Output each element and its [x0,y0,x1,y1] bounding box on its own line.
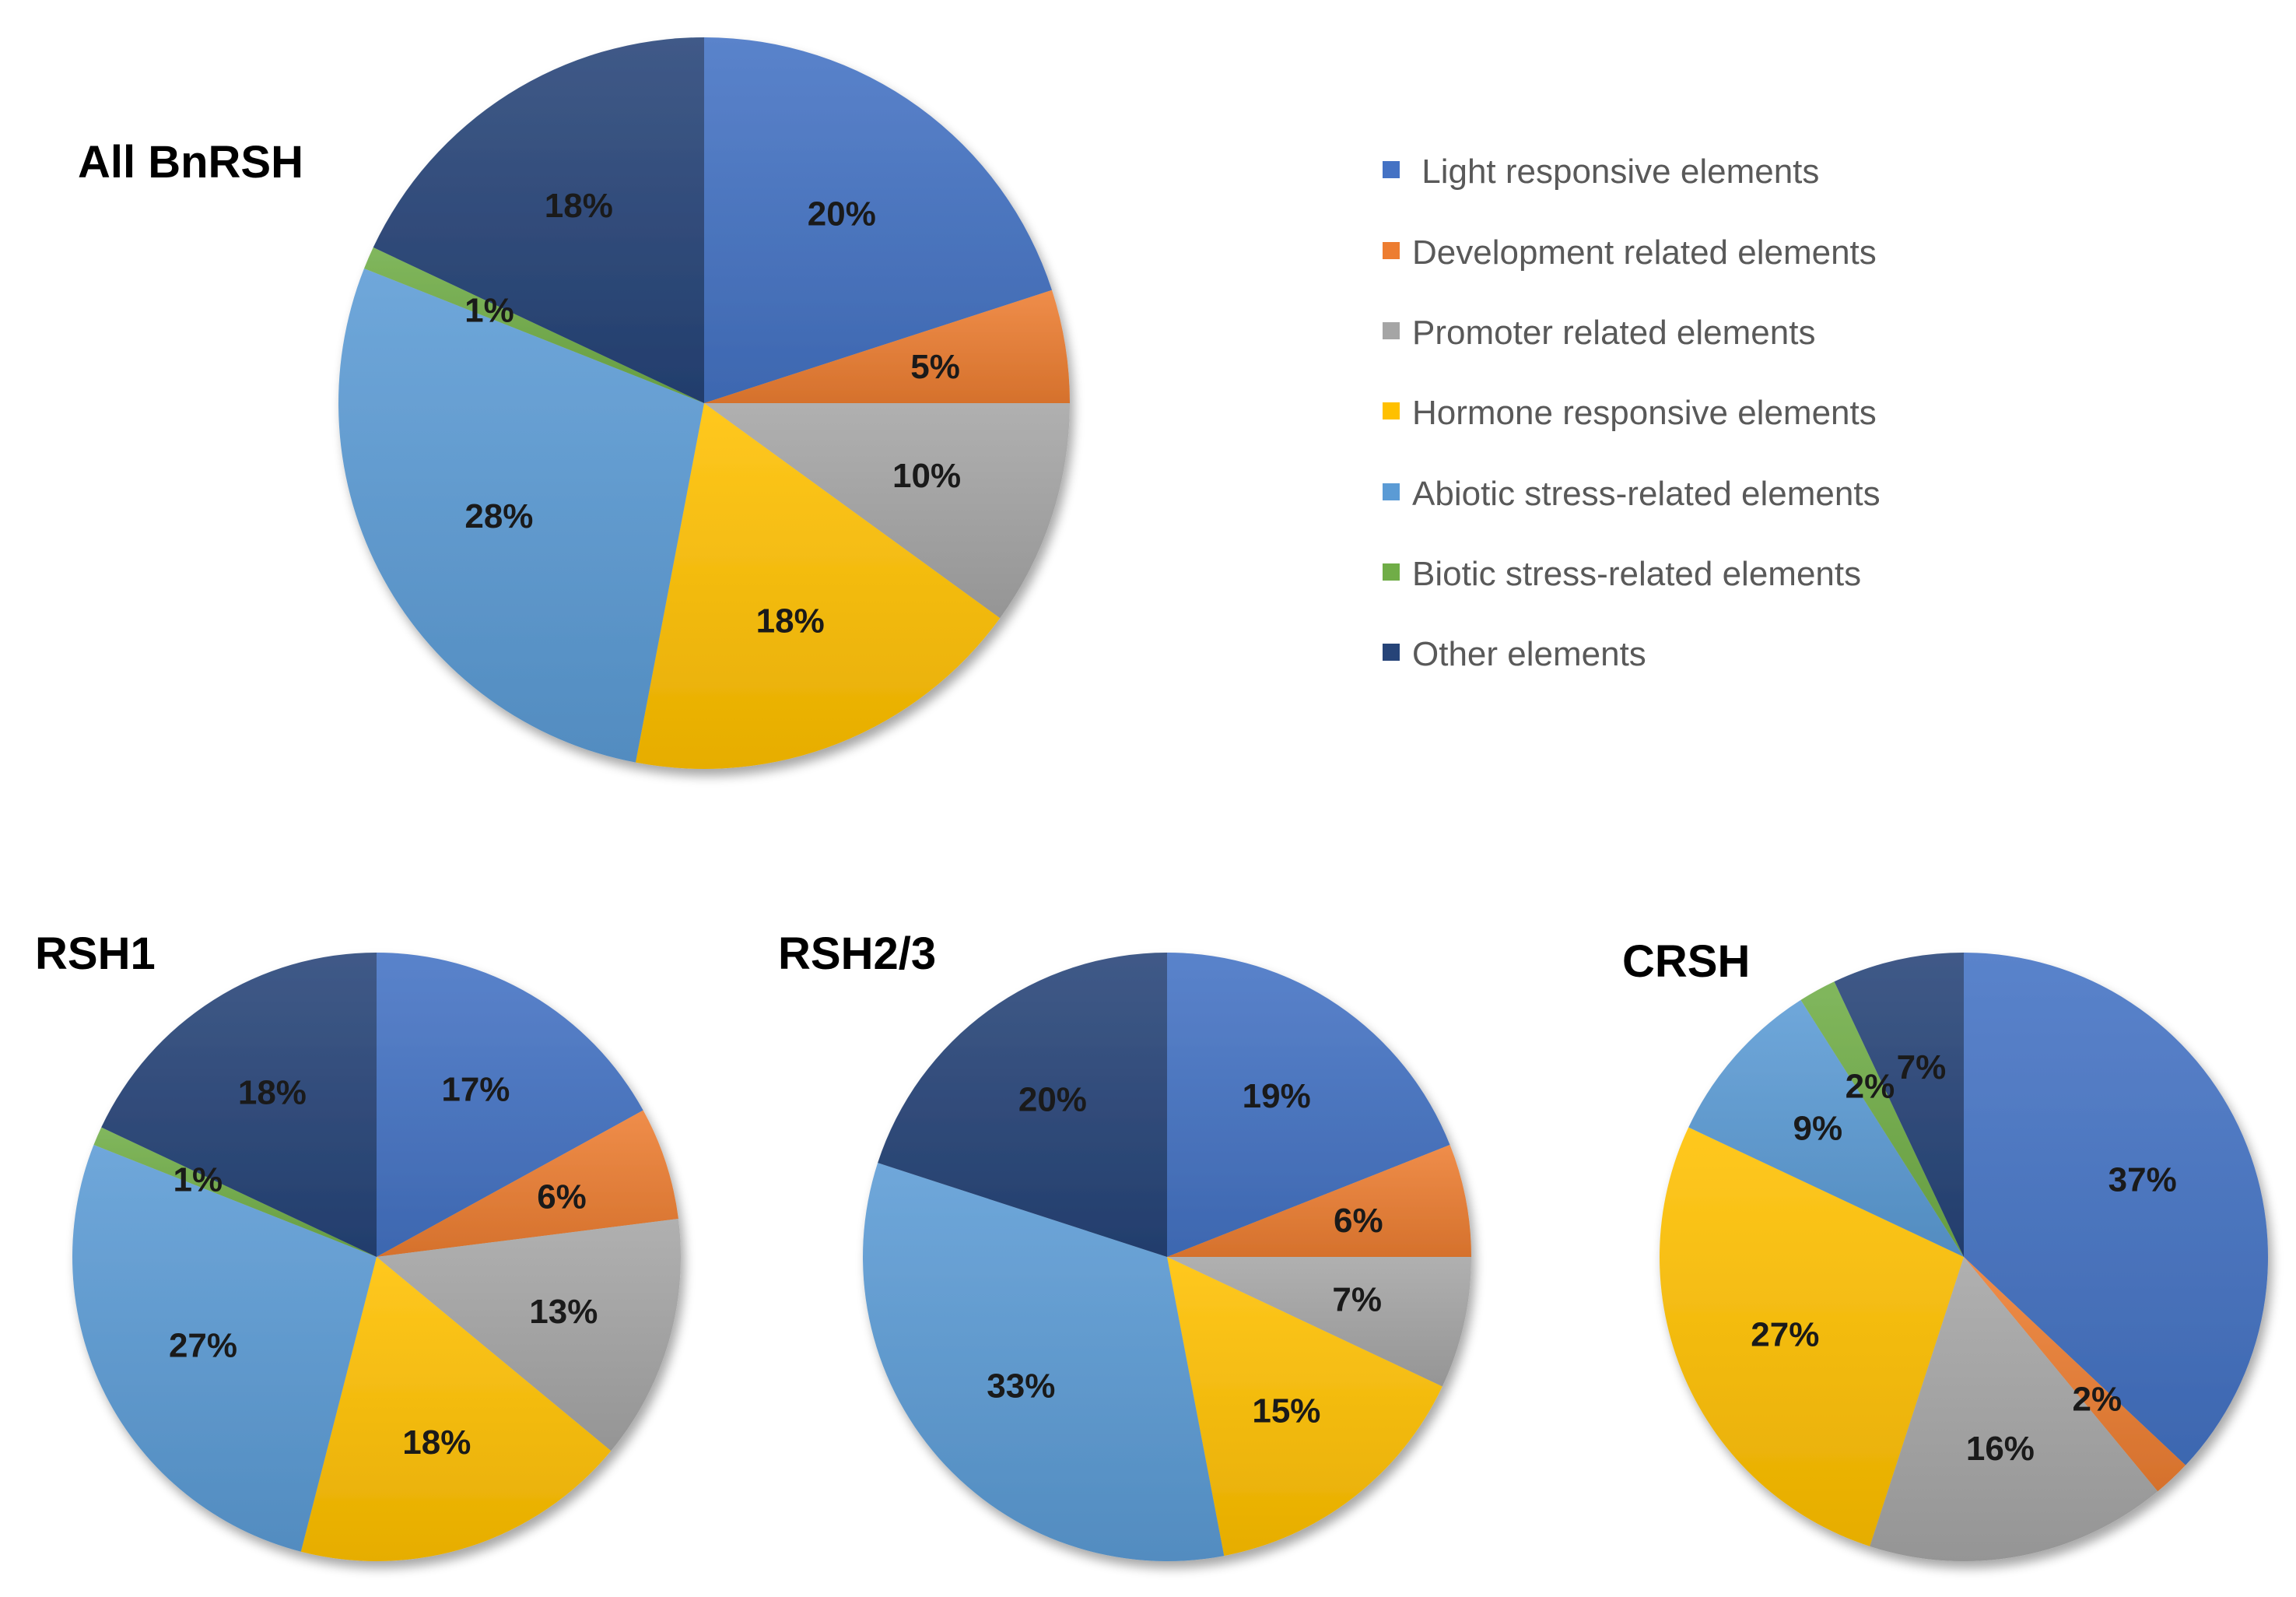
legend-swatch-light [1383,161,1400,178]
slice-abiotic [338,268,704,763]
slice-label-biotic: 2% [1846,1068,1895,1106]
legend-label-hormone: Hormone responsive elements [1412,394,1877,432]
slice-label-abiotic: 9% [1793,1110,1843,1148]
slice-other [878,952,1167,1257]
slice-promoter [377,1218,682,1451]
legend-label-biotic: Biotic stress-related elements [1412,555,1861,593]
chart-title-rsh2-3: RSH2/3 [778,928,936,979]
slice-abiotic [863,1163,1225,1561]
legend-label-promoter: Promoter related elements [1412,314,1815,352]
chart-title-rsh1: RSH1 [35,928,156,979]
legend-swatch-abiotic [1383,483,1400,500]
slice-label-hormone: 18% [756,602,825,641]
slice-label-development: 6% [1334,1202,1383,1240]
slice-label-promoter: 13% [529,1293,598,1331]
slice-label-light: 19% [1243,1077,1311,1115]
slice-label-abiotic: 33% [987,1367,1055,1406]
legend-swatch-development [1383,242,1400,259]
slice-biotic [1800,981,1964,1257]
slice-labels: 37%2%16%27%9%2%7% [1751,1048,2176,1468]
slice-label-hormone: 15% [1252,1392,1320,1430]
slice-label-development: 6% [537,1178,587,1216]
slice-label-promoter: 7% [1332,1281,1382,1319]
slice-hormone [300,1257,612,1562]
slice-label-other: 20% [1018,1081,1087,1119]
legend-label-other: Other elements [1412,635,1646,673]
slice-labels: 17% 6% 13% 18% 27% 1% 18% [169,1071,598,1462]
legend-swatch-other [1383,644,1400,661]
slice-light [704,37,1052,403]
legend: Light responsive elements Development re… [1383,153,1881,673]
slice-label-promoter: 16% [1966,1430,2035,1468]
slice-label-promoter: 10% [892,457,961,495]
pie-all-bnrsh [338,37,1070,770]
legend-swatch-promoter [1383,322,1400,339]
slice-development [1167,1145,1471,1257]
slice-label-other: 18% [545,187,613,225]
slice-label-other: 18% [238,1074,307,1112]
slice-hormone [1659,1127,1964,1546]
slice-label-abiotic: 28% [464,497,533,535]
slice-promoter [1870,1257,2158,1561]
chart-title-all-bnrsh: All BnRSH [78,137,303,188]
slice-hormone [635,403,1001,770]
slice-development [1964,1257,2186,1492]
slice-development [704,290,1070,403]
legend-label-development: Development related elements [1412,233,1877,272]
slice-promoter [1167,1257,1471,1387]
slice-label-biotic: 1% [174,1161,223,1199]
slice-label-hormone: 27% [1751,1315,1819,1353]
slice-other [101,953,377,1257]
slice-labels: 20% 5% 10% 18% 28% 1% 18% [464,187,961,641]
slice-abiotic [72,1145,377,1552]
slice-label-hormone: 18% [402,1423,471,1462]
pie-rsh1 [72,953,682,1562]
slice-label-light: 20% [808,195,876,233]
slice-label-light: 37% [2108,1161,2177,1199]
slice-biotic [364,247,704,403]
slice-other [1834,953,1964,1257]
slice-label-development: 2% [2073,1380,2122,1418]
slice-light [377,953,643,1257]
slice-label-development: 5% [910,348,960,386]
slice-biotic [93,1127,377,1257]
slice-label-light: 17% [441,1071,510,1109]
pie-crsh [1659,953,2269,1561]
slice-other [373,37,704,403]
slice-labels: 19% 6% 7% 15% 33% 20% [987,1077,1383,1430]
legend-label-light: Light responsive elements [1412,153,1819,191]
slice-abiotic [1688,999,1964,1257]
slice-label-other: 7% [1897,1048,1947,1086]
slice-promoter [704,403,1070,619]
legend-label-abiotic: Abiotic stress-related elements [1412,475,1881,513]
slice-label-biotic: 1% [464,292,514,330]
pie-rsh2-3 [863,952,1471,1561]
chart-title-crsh: CRSH [1622,936,1750,987]
slice-light [1964,953,2269,1465]
slice-light [1167,953,1450,1257]
slice-hormone [1167,1257,1442,1557]
legend-swatch-biotic [1383,563,1400,581]
slice-development [377,1110,678,1257]
slice-label-abiotic: 27% [169,1327,237,1365]
legend-swatch-hormone [1383,402,1400,419]
